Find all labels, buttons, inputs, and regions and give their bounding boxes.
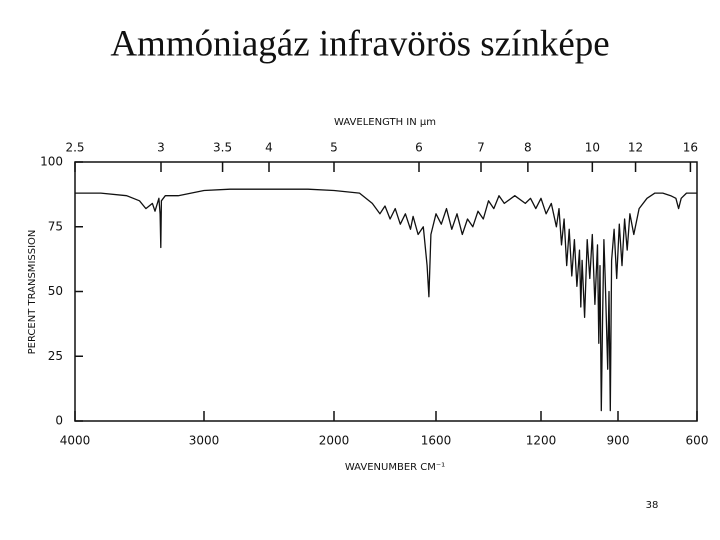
top-tick-label: 10	[585, 141, 600, 155]
plot-frame	[74, 161, 698, 422]
x-tick-label: 1600	[421, 434, 452, 448]
x-tick-label: 600	[686, 434, 709, 448]
x-tick-label: 2000	[319, 434, 350, 448]
y-axis-label: PERCENT TRANSMISSION	[27, 230, 38, 355]
y-tick-label: 25	[48, 349, 63, 363]
x-tick-label: 900	[607, 434, 630, 448]
x-tick-label: 3000	[189, 434, 220, 448]
top-tick-label: 12	[628, 141, 643, 155]
top-tick-label: 3.5	[213, 141, 232, 155]
page-number: 38	[646, 500, 659, 511]
top-tick-label: 16	[683, 141, 698, 155]
top-tick-label: 3	[157, 141, 165, 155]
x-axis-label: WAVENUMBER CM⁻¹	[345, 462, 445, 473]
top-tick-label: 6	[415, 141, 423, 155]
x-tick-label: 1200	[526, 434, 557, 448]
slide-title: Ammóniagáz infravörös színképe	[110, 23, 609, 64]
top-tick-label: 8	[524, 141, 532, 155]
spectrum-line	[75, 188, 697, 412]
top-tick-label: 7	[477, 141, 485, 155]
y-tick-label: 100	[40, 155, 63, 169]
y-tick-label: 50	[48, 284, 63, 298]
top-tick-label: 4	[265, 141, 273, 155]
y-tick-label: 0	[55, 414, 63, 428]
top-tick-label: 2.5	[65, 141, 84, 155]
top-tick-label: 5	[330, 141, 338, 155]
top-axis-label: WAVELENGTH IN µm	[334, 117, 436, 128]
y-tick-label: 75	[48, 219, 63, 233]
x-tick-label: 4000	[60, 434, 91, 448]
